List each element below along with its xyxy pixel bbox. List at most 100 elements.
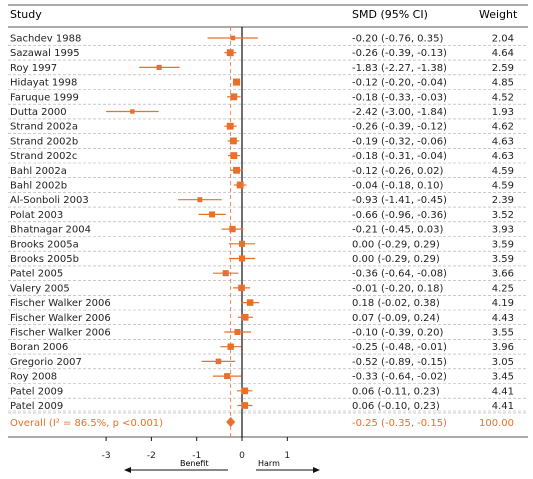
weight-text: 4.41 <box>492 401 514 412</box>
ci-text: -0.01 (-0.20, 0.18) <box>352 283 443 294</box>
benefit-arrowhead <box>124 467 131 473</box>
header-weight: Weight <box>479 8 518 21</box>
weight-text: 4.85 <box>492 78 514 89</box>
weight-text: 3.59 <box>492 239 514 250</box>
point-estimate <box>233 78 241 86</box>
study-label: Boran 2006 <box>10 342 68 353</box>
study-row: Al-Sonboli 2003 -0.93 (-1.41, -0.45) 2.39 <box>10 195 514 206</box>
study-row: Bahl 2002b -0.04 (-0.18, 0.10) 4.59 <box>10 181 514 192</box>
benefit-label: Benefit <box>180 459 209 468</box>
weight-text: 3.66 <box>492 269 514 280</box>
point-estimate <box>238 255 246 262</box>
ci-text: -0.25 (-0.48, -0.01) <box>352 342 447 353</box>
study-row: Strand 2002a -0.26 (-0.39, -0.12) 4.62 <box>10 122 514 133</box>
ci-text: -0.93 (-1.41, -0.45) <box>352 195 447 206</box>
study-row: Sachdev 1988 -0.20 (-0.76, 0.35) 2.04 <box>10 34 514 45</box>
point-estimate <box>230 93 238 101</box>
ci-text: 0.06 (-0.10, 0.23) <box>352 401 440 412</box>
study-row: Brooks 2005a 0.00 (-0.29, 0.29) 3.59 <box>10 239 514 250</box>
study-label: Polat 2003 <box>10 210 63 221</box>
rules <box>8 4 528 438</box>
study-label: Roy 2008 <box>10 372 57 383</box>
weight-text: 4.43 <box>492 313 514 324</box>
point-estimate <box>209 211 216 218</box>
header-study: Study <box>10 8 42 21</box>
ci-text: -0.36 (-0.64, -0.08) <box>352 269 447 280</box>
point-estimate <box>227 343 234 350</box>
overall-weight: 100.00 <box>479 418 514 429</box>
study-row: Roy 2008 -0.33 (-0.64, -0.02) 3.45 <box>10 372 514 383</box>
point-estimate <box>197 197 203 203</box>
weight-text: 3.59 <box>492 254 514 265</box>
study-row: Sazawal 1995 -0.26 (-0.39, -0.13) 4.64 <box>10 48 514 59</box>
study-row: Bahl 2002a -0.12 (-0.26, 0.02) 4.59 <box>10 166 514 177</box>
study-label: Sachdev 1988 <box>10 34 81 45</box>
ci-text: -0.18 (-0.33, -0.03) <box>352 92 447 103</box>
study-label: Fischer Walker 2006 <box>10 313 111 324</box>
ci-text: -0.18 (-0.31, -0.04) <box>352 151 447 162</box>
point-estimate <box>230 152 238 160</box>
weight-text: 4.63 <box>492 136 514 147</box>
point-estimate <box>234 328 241 336</box>
point-estimate <box>229 137 237 145</box>
study-row: Polat 2003 -0.66 (-0.96, -0.36) 3.52 <box>10 210 514 221</box>
ci-text: 0.18 (-0.02, 0.38) <box>352 298 440 309</box>
harm-arrowhead <box>313 467 320 473</box>
study-row: Strand 2002c -0.18 (-0.31, -0.04) 4.63 <box>10 151 514 162</box>
direction-arrows: Benefit Harm <box>124 459 320 473</box>
study-label: Gregorio 2007 <box>10 357 82 368</box>
point-estimate <box>241 402 249 409</box>
overall-row: Overall (I² = 86.5%, p <0.001) -0.25 (-0… <box>10 417 514 429</box>
study-row: Patel 2009 0.06 (-0.11, 0.23) 4.41 <box>10 386 514 397</box>
study-label: Fischer Walker 2006 <box>10 328 111 339</box>
weight-text: 4.52 <box>492 92 514 103</box>
point-estimate <box>230 35 236 41</box>
study-label: Strand 2002a <box>10 122 78 133</box>
point-estimate <box>246 299 254 306</box>
study-label: Patel 2009 <box>10 386 63 397</box>
overall-diamond <box>226 417 236 427</box>
study-label: Patel 2005 <box>10 269 63 280</box>
point-estimate <box>156 64 162 70</box>
study-label: Brooks 2005b <box>10 254 79 265</box>
point-estimate <box>224 373 231 380</box>
overall-ci-text: -0.25 (-0.35, -0.15) <box>352 418 447 429</box>
point-estimate <box>229 225 236 233</box>
ci-text: -0.12 (-0.20, -0.04) <box>352 78 447 89</box>
x-tick-label: -1 <box>192 451 201 461</box>
study-row: Fischer Walker 2006 0.18 (-0.02, 0.38) 4.1… <box>10 298 514 309</box>
point-estimate <box>241 387 249 395</box>
weight-text: 4.63 <box>492 151 514 162</box>
ci-text: -0.26 (-0.39, -0.13) <box>352 48 447 59</box>
study-label: Sazawal 1995 <box>10 48 80 59</box>
study-rows: Sachdev 1988 -0.20 (-0.76, 0.35) 2.04 Sazaw… <box>10 34 514 413</box>
point-estimate <box>226 49 234 57</box>
x-axis: -3 -2 -1 0 1 <box>102 437 290 461</box>
row-dividers <box>8 45 528 414</box>
point-estimate <box>226 122 234 130</box>
weight-text: 3.55 <box>492 328 514 339</box>
study-row: Fischer Walker 2006 0.07 (-0.09, 0.24) 4.4… <box>10 313 514 324</box>
weight-text: 3.96 <box>492 342 514 353</box>
point-estimate <box>215 358 222 365</box>
ci-text: -0.52 (-0.89, -0.15) <box>352 357 447 368</box>
ci-text: 0.07 (-0.09, 0.24) <box>352 313 440 324</box>
point-estimate <box>238 284 245 292</box>
weight-text: 3.45 <box>492 372 514 383</box>
study-row: Roy 1997 -1.83 (-2.27, -1.38) 2.59 <box>10 63 514 74</box>
point-estimate <box>130 109 135 114</box>
x-tick-label: -2 <box>147 451 156 461</box>
x-tick-label: 0 <box>239 451 245 461</box>
ci-text: 0.00 (-0.29, 0.29) <box>352 239 440 250</box>
study-row: Gregorio 2007 -0.52 (-0.89, -0.15) 3.05 <box>10 357 514 368</box>
ci-text: -0.04 (-0.18, 0.10) <box>352 181 443 192</box>
study-row: Patel 2005 -0.36 (-0.64, -0.08) 3.66 <box>10 269 514 280</box>
point-estimate <box>236 181 244 189</box>
weight-text: 4.41 <box>492 386 514 397</box>
study-label: Fischer Walker 2006 <box>10 298 111 309</box>
x-tick-label: -3 <box>102 451 111 461</box>
study-row: Dutta 2000 -2.42 (-3.00, -1.84) 1.93 <box>10 107 514 118</box>
weight-text: 4.19 <box>492 298 514 309</box>
study-label: Strand 2002b <box>10 136 78 147</box>
